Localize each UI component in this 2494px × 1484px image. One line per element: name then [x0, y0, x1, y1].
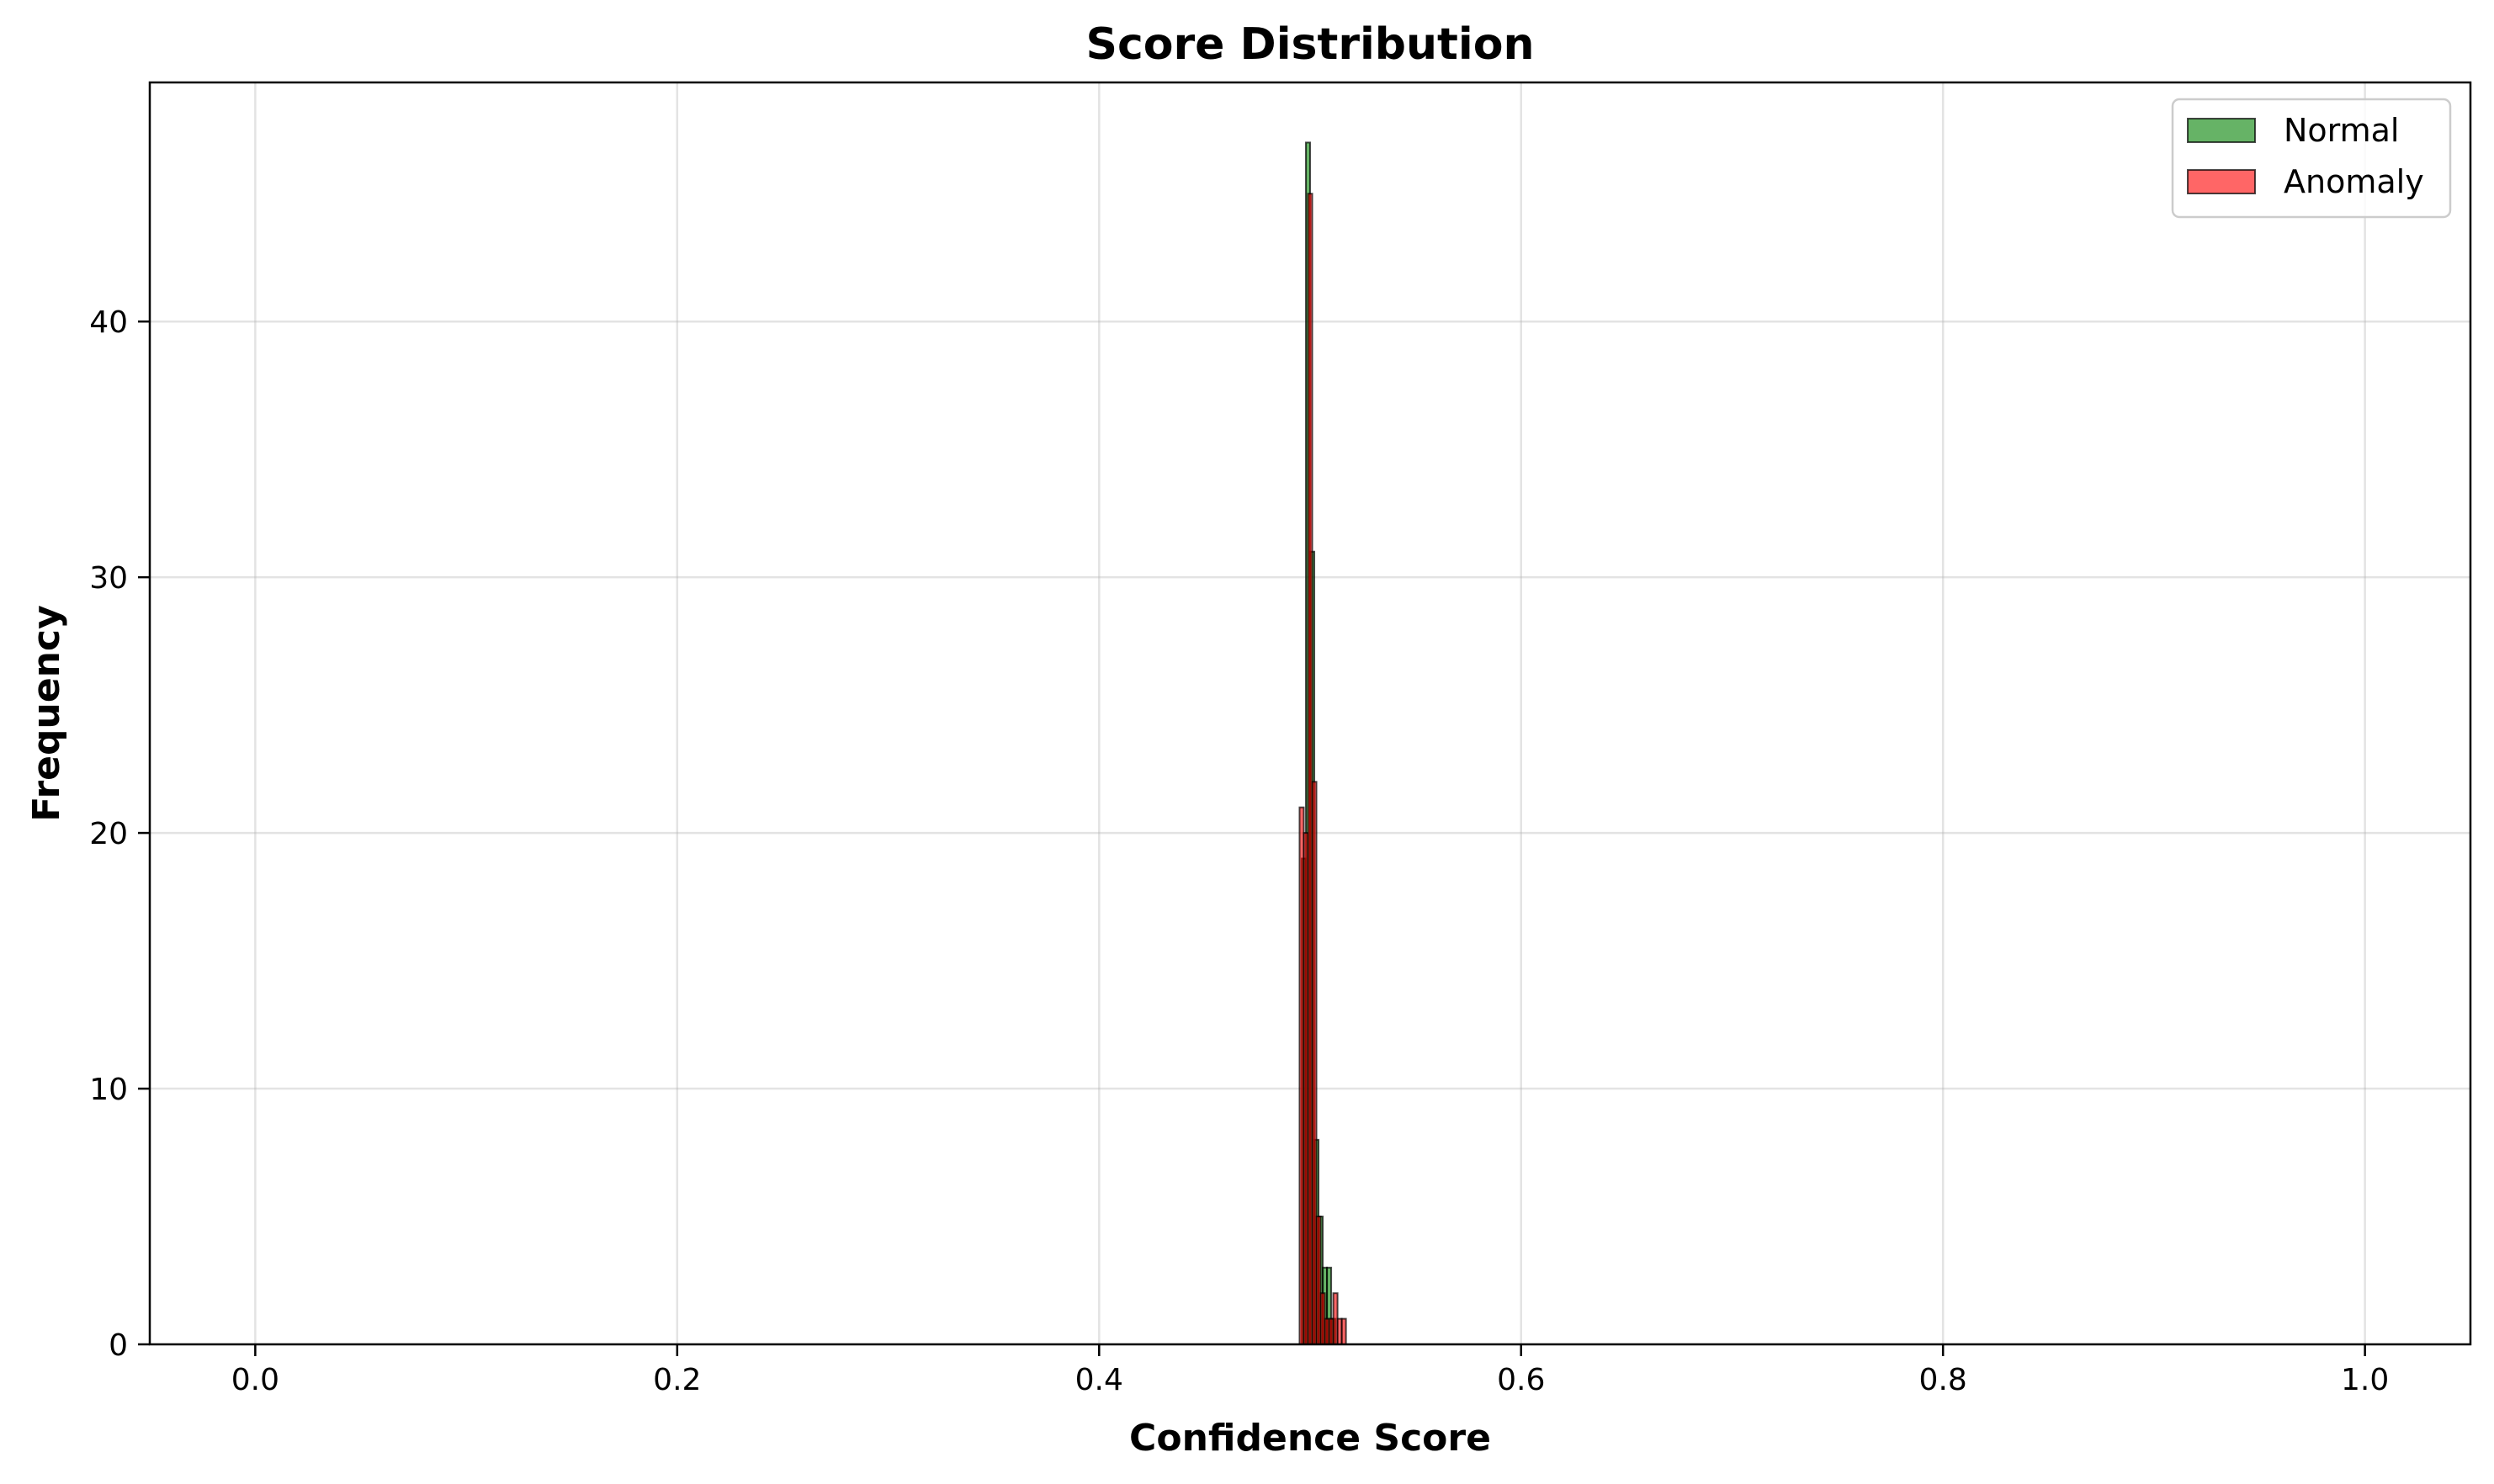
legend-label-anomaly: Anomaly — [2284, 163, 2424, 200]
y-tick-label: 20 — [89, 817, 128, 851]
x-tick-label: 0.4 — [1075, 1363, 1123, 1397]
legend: Normal Anomaly — [2171, 98, 2452, 219]
legend-swatch-normal — [2187, 118, 2256, 143]
x-tick-label: 0.2 — [653, 1363, 701, 1397]
x-tick-label: 0.0 — [231, 1363, 279, 1397]
y-tick-label: 10 — [89, 1073, 128, 1107]
x-tick-label: 1.0 — [2341, 1363, 2389, 1397]
legend-swatch-anomaly — [2187, 169, 2256, 194]
legend-label-normal: Normal — [2284, 112, 2400, 149]
chart-title: Score Distribution — [1086, 19, 1535, 70]
y-axis-label: Frequency — [25, 605, 68, 822]
y-tick-label: 30 — [89, 561, 128, 596]
x-tick-label: 0.6 — [1497, 1363, 1545, 1397]
x-tick-label: 0.8 — [1919, 1363, 1967, 1397]
histogram-bar-anomaly — [1340, 1317, 1347, 1345]
series-anomaly — [1298, 193, 1347, 1345]
y-tick-label: 40 — [89, 305, 128, 340]
x-axis-label: Confidence Score — [1129, 1417, 1491, 1460]
plot-frame — [148, 81, 2472, 1346]
axis-ticks: 0.0 0.2 0.4 0.6 0.8 1.0 0 10 20 30 40 — [89, 305, 2389, 1397]
y-tick-label: 0 — [109, 1328, 128, 1363]
